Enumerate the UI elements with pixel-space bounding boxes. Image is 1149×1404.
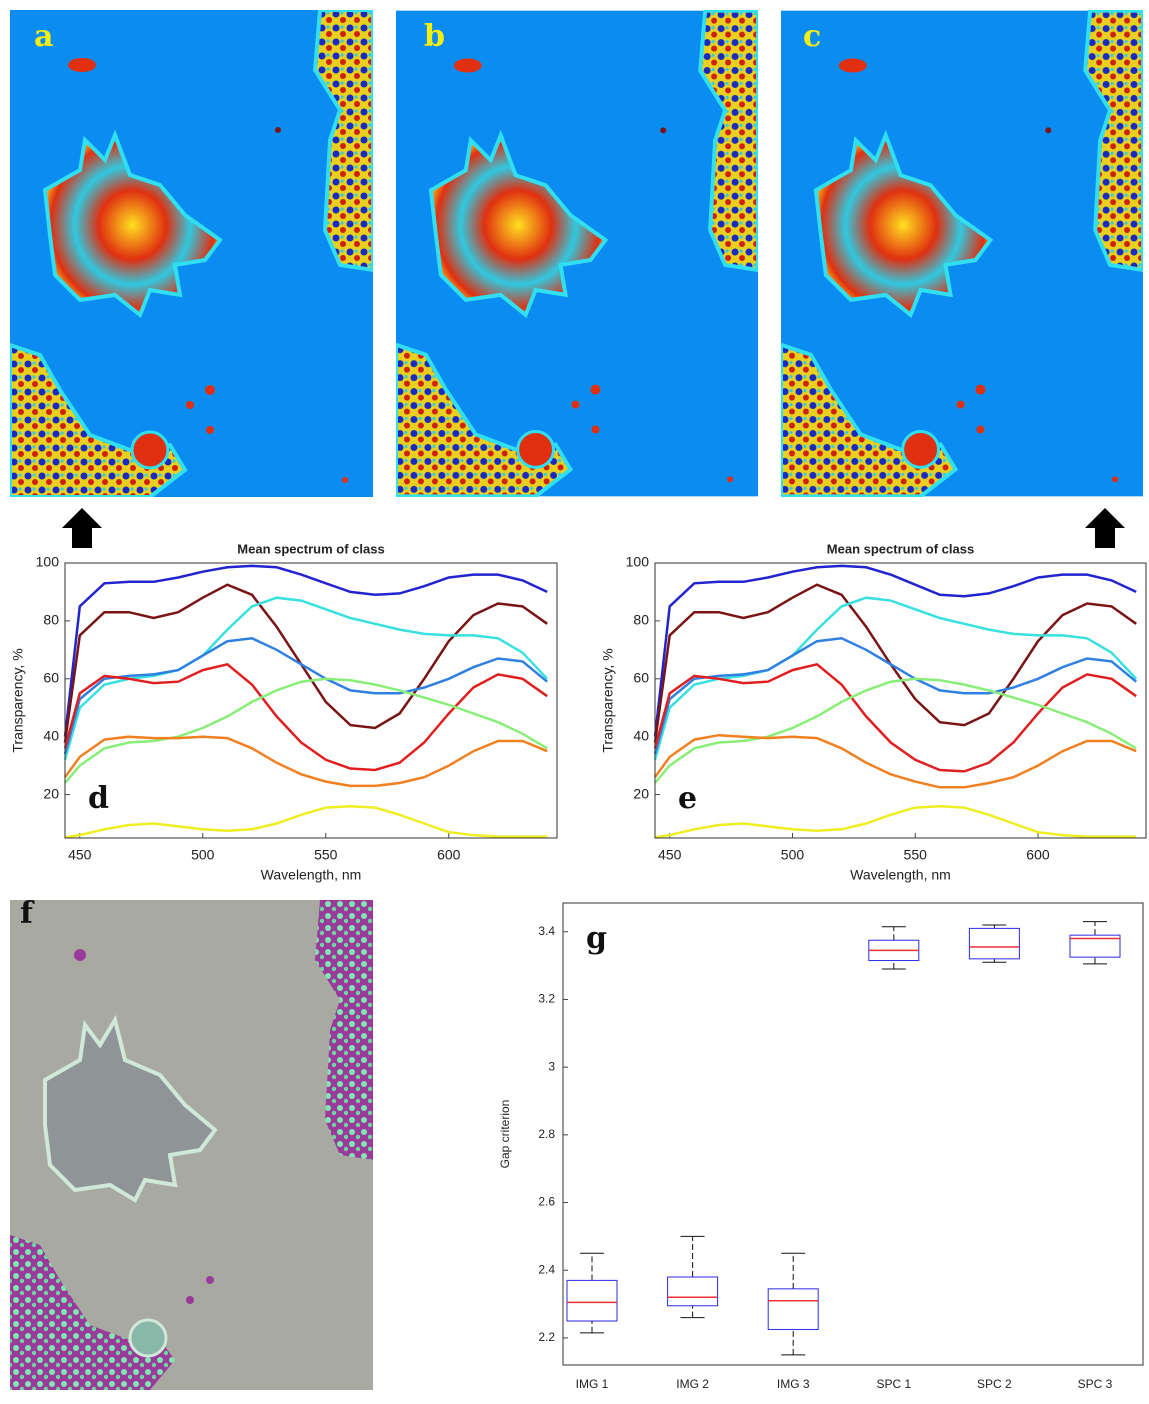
y-tick-label: 100 <box>626 554 650 570</box>
image-f <box>10 900 373 1390</box>
x-tick-label: 550 <box>904 847 928 863</box>
x-tick-label: 450 <box>658 847 682 863</box>
spectrum-line <box>653 733 1137 789</box>
panel-label: a <box>34 19 53 54</box>
x-tick-label: 550 <box>314 847 338 863</box>
y-axis-label: Gap criterion <box>498 1100 512 1169</box>
spectrum-line <box>64 677 548 784</box>
x-tick-label: 600 <box>437 847 461 863</box>
y-tick-label: 80 <box>633 612 649 628</box>
x-tick-label: 500 <box>781 847 805 863</box>
chart-title: Mean spectrum of class <box>827 541 974 556</box>
x-tick-label: SPC 2 <box>977 1377 1012 1391</box>
y-tick-label: 2.4 <box>538 1262 555 1276</box>
plot-frame <box>654 562 1147 839</box>
y-tick-label: 3.4 <box>538 924 555 938</box>
y-tick-label: 20 <box>633 785 649 801</box>
plot-frame <box>562 902 1144 1366</box>
y-tick-label: 3 <box>548 1059 555 1073</box>
box <box>566 1279 618 1322</box>
panel-label: b <box>424 19 445 54</box>
y-tick-label: 60 <box>633 669 649 685</box>
spectrum-line <box>654 804 1137 839</box>
spectrum-line <box>63 735 548 788</box>
x-tick-label: SPC 3 <box>1078 1377 1113 1391</box>
spectrum-line <box>63 637 548 755</box>
image-c <box>781 10 1143 497</box>
spectrum-line <box>653 596 1138 761</box>
box <box>968 927 1020 960</box>
spectrum-line <box>653 662 1137 773</box>
y-axis-label: Transparency, % <box>600 648 616 752</box>
y-tick-label: 2.8 <box>538 1127 555 1141</box>
y-tick-label: 2.6 <box>538 1195 555 1209</box>
y-tick-label: 80 <box>43 612 59 628</box>
image-b <box>396 10 758 497</box>
y-tick-label: 60 <box>43 669 59 685</box>
arrow <box>1085 508 1125 548</box>
y-tick-label: 2.2 <box>538 1330 555 1344</box>
chart-title: Mean spectrum of class <box>237 541 384 556</box>
y-tick-label: 40 <box>633 727 649 743</box>
x-axis-label: Wavelength, nm <box>850 867 951 883</box>
x-tick-label: IMG 1 <box>576 1377 609 1391</box>
y-tick-label: 100 <box>36 554 60 570</box>
x-tick-label: IMG 3 <box>777 1377 810 1391</box>
panel-label: g <box>586 921 607 956</box>
x-tick-label: IMG 2 <box>676 1377 709 1391</box>
box <box>1069 934 1121 958</box>
plot-frame <box>64 562 558 839</box>
spectrum-line <box>63 662 548 772</box>
spectrum-line <box>63 596 549 761</box>
spectrum-line <box>653 564 1137 737</box>
spectrum-line <box>63 583 548 743</box>
x-tick-label: SPC 1 <box>876 1377 911 1391</box>
spectrum-line <box>653 583 1137 743</box>
x-tick-label: 600 <box>1026 847 1050 863</box>
image-a <box>10 10 373 497</box>
spectrum-line <box>654 677 1137 784</box>
arrow <box>62 508 102 548</box>
y-axis-label: Transparency, % <box>10 648 26 752</box>
x-axis-label: Wavelength, nm <box>261 867 362 883</box>
panel-label: d <box>88 781 109 816</box>
panel-label: f <box>20 896 35 931</box>
spectrum-line <box>64 804 548 839</box>
x-tick-label: 500 <box>191 847 215 863</box>
panel-label: e <box>678 781 697 816</box>
box <box>667 1276 719 1307</box>
panel-label: c <box>803 19 821 54</box>
y-tick-label: 20 <box>43 785 59 801</box>
x-tick-label: 450 <box>68 847 92 863</box>
spectrum-line <box>653 637 1137 755</box>
spectrum-line <box>63 564 548 737</box>
y-tick-label: 40 <box>43 727 59 743</box>
box <box>767 1288 819 1330</box>
y-tick-label: 3.2 <box>538 992 555 1006</box>
